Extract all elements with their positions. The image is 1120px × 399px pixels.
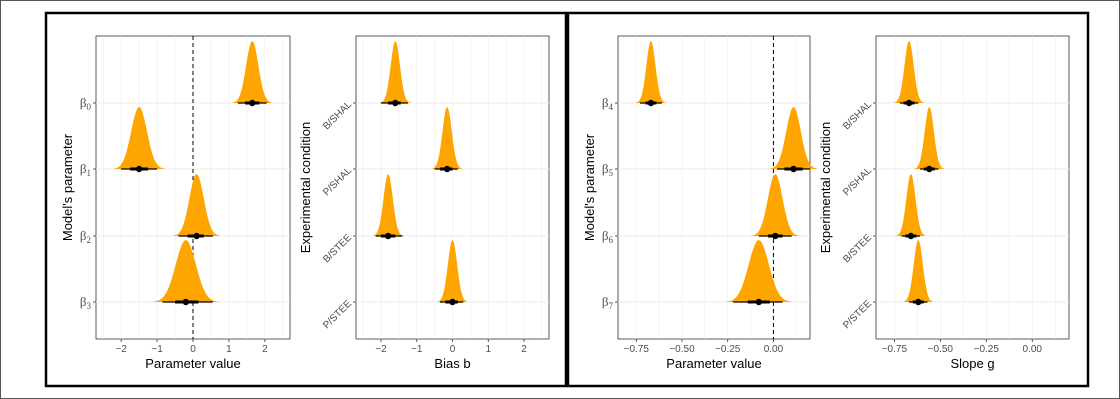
density-0 xyxy=(379,41,411,103)
y-tick-label-3: β3 xyxy=(80,294,92,311)
point-estimate-1 xyxy=(926,165,933,173)
panel-parameters-left: β0 β1 β2 β3 −2 −1 0 1 2 Parameter value Model's pa… xyxy=(60,35,291,371)
point-estimate-3 xyxy=(182,298,190,306)
y-tick-label-1: β5 xyxy=(602,161,614,178)
x-tick-label-3: 1 xyxy=(226,344,232,355)
density-2 xyxy=(172,174,221,236)
y-tick-label-2: β2 xyxy=(80,228,91,245)
x-tick-label-1: −1 xyxy=(411,344,423,355)
density-2 xyxy=(895,174,927,236)
point-estimate-0 xyxy=(392,99,399,107)
density-0 xyxy=(893,41,925,103)
density-3 xyxy=(903,240,934,302)
y-tick-label-0: β4 xyxy=(602,95,614,112)
point-estimate-3 xyxy=(755,298,762,306)
point-estimate-0 xyxy=(647,99,655,107)
density-1 xyxy=(769,107,818,169)
point-estimate-1 xyxy=(443,165,451,173)
density-0 xyxy=(635,41,666,103)
density-3 xyxy=(152,240,220,302)
x-axis-title: Slope g xyxy=(950,356,994,371)
x-tick-label-2: −0.25 xyxy=(715,344,741,355)
x-tick-label-1: −0.50 xyxy=(928,344,954,355)
y-tick-label-1: β1 xyxy=(80,161,91,178)
x-axis-title: Parameter value xyxy=(145,356,240,371)
x-tick-label-3: 1 xyxy=(485,344,491,355)
x-axis-title: Bias b xyxy=(434,356,470,371)
x-tick-label-0: −0.75 xyxy=(624,344,650,355)
y-axis-title: Experimental condition xyxy=(298,122,313,254)
density-2 xyxy=(751,174,800,236)
y-axis-title: Model's parameter xyxy=(60,133,75,241)
point-estimate-3 xyxy=(449,298,456,306)
density-3 xyxy=(725,240,792,302)
point-estimate-1 xyxy=(135,165,143,173)
x-tick-label-3: 0.00 xyxy=(1023,344,1043,355)
point-estimate-3 xyxy=(915,298,922,306)
density-3 xyxy=(437,240,468,302)
density-0 xyxy=(232,41,273,103)
y-tick-label-0: β0 xyxy=(80,95,92,112)
x-tick-label-4: 2 xyxy=(521,344,527,355)
point-estimate-0 xyxy=(249,99,256,107)
density-1 xyxy=(113,107,166,169)
point-estimate-2 xyxy=(772,232,779,240)
point-estimate-2 xyxy=(193,232,200,240)
x-axis-title: Parameter value xyxy=(666,356,761,371)
point-estimate-1 xyxy=(790,165,797,173)
x-tick-label-1: −0.50 xyxy=(669,344,695,355)
y-tick-label-2: β6 xyxy=(602,228,614,245)
y-tick-label-3: β7 xyxy=(602,294,614,311)
point-estimate-2 xyxy=(907,232,915,240)
x-tick-label-0: −2 xyxy=(375,344,387,355)
x-tick-label-4: 2 xyxy=(262,344,268,355)
x-tick-label-0: −0.75 xyxy=(882,344,908,355)
x-tick-label-3: 0.00 xyxy=(764,344,784,355)
y-axis-title: Model's parameter xyxy=(582,133,597,241)
point-estimate-2 xyxy=(384,232,392,240)
density-1 xyxy=(914,107,945,169)
x-tick-label-1: −1 xyxy=(151,344,163,355)
density-2 xyxy=(372,174,404,236)
y-axis-title: Experimental condition xyxy=(818,122,833,254)
x-tick-label-0: −2 xyxy=(115,344,127,355)
x-tick-label-2: 0 xyxy=(190,344,196,355)
section-border-left xyxy=(44,11,568,388)
density-1 xyxy=(431,107,463,169)
point-estimate-0 xyxy=(905,99,913,107)
section-border-right xyxy=(566,11,1090,388)
x-tick-label-2: 0 xyxy=(450,344,456,355)
x-tick-label-2: −0.25 xyxy=(974,344,1000,355)
